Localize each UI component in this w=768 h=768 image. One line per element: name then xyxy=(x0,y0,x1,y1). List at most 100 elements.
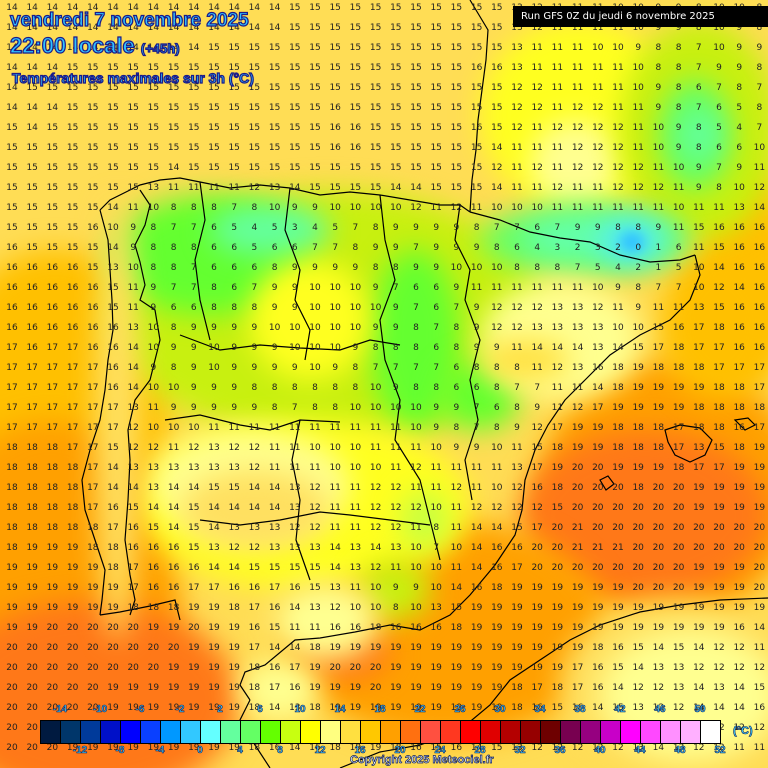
grid-value: 11 xyxy=(531,43,543,53)
grid-value: 16 xyxy=(450,743,463,753)
grid-value: 14 xyxy=(167,43,180,53)
grid-value: 16 xyxy=(87,323,99,333)
grid-value: 11 xyxy=(228,183,240,193)
grid-value: 12 xyxy=(632,683,644,693)
legend-label: 26 xyxy=(454,704,466,716)
grid-value: 13 xyxy=(390,543,402,553)
legend-swatch xyxy=(41,721,61,743)
legend-swatch xyxy=(441,721,461,743)
grid-value: 17 xyxy=(248,603,261,613)
legend-swatch xyxy=(541,721,561,743)
grid-value: 15 xyxy=(46,163,59,173)
grid-value: 18 xyxy=(46,443,59,453)
grid-value: 9 xyxy=(594,223,601,233)
grid-value: 13 xyxy=(693,443,705,453)
grid-value: 15 xyxy=(208,123,220,133)
grid-value: 7 xyxy=(695,63,702,73)
grid-value: 9 xyxy=(291,363,298,373)
grid-value: 12 xyxy=(632,183,644,193)
grid-value: 15 xyxy=(248,163,261,173)
grid-value: 11 xyxy=(632,203,644,213)
grid-value: 19 xyxy=(410,663,422,673)
grid-value: 15 xyxy=(713,303,725,313)
grid-value: 7 xyxy=(170,223,177,233)
grid-value: 10 xyxy=(208,363,220,373)
grid-value: 20 xyxy=(551,543,564,553)
grid-value: 20 xyxy=(612,563,624,573)
grid-value: 8 xyxy=(271,263,278,273)
grid-value: 6 xyxy=(473,383,480,393)
grid-value: 8 xyxy=(413,343,419,353)
legend-label: 12 xyxy=(314,745,326,757)
grid-value: 3 xyxy=(594,243,601,253)
grid-value: 10 xyxy=(652,123,665,133)
grid-value: 15 xyxy=(127,123,139,133)
grid-value: 19 xyxy=(66,743,79,753)
grid-value: 9 xyxy=(433,263,440,273)
grid-value: 14 xyxy=(329,563,341,573)
grid-value: 11 xyxy=(430,483,442,493)
grid-value: 8 xyxy=(392,343,399,353)
grid-value: 12 xyxy=(592,143,604,153)
grid-value: 16 xyxy=(491,543,503,553)
grid-value: 10 xyxy=(329,343,341,353)
grid-value: 16 xyxy=(87,283,99,293)
grid-value: 15 xyxy=(46,143,59,153)
grid-value: 8 xyxy=(231,303,238,313)
grid-value: 7 xyxy=(231,203,238,213)
grid-value: 13 xyxy=(571,303,584,313)
grid-value: 13 xyxy=(208,463,220,473)
grid-value: 15 xyxy=(289,103,301,113)
grid-value: 16 xyxy=(592,683,604,693)
grid-value: 11 xyxy=(592,23,604,33)
grid-value: 18 xyxy=(612,423,624,433)
grid-value: 16 xyxy=(107,503,119,513)
grid-value: 19 xyxy=(188,683,200,693)
grid-value: 8 xyxy=(453,323,460,333)
grid-value: 20 xyxy=(672,483,685,493)
grid-value: 7 xyxy=(413,363,419,373)
grid-value: 17 xyxy=(87,403,99,413)
grid-value: 19 xyxy=(511,643,523,653)
grid-value: 17 xyxy=(6,363,18,373)
grid-value: 11 xyxy=(753,643,766,653)
grid-value: 14 xyxy=(551,343,564,353)
grid-value: 5 xyxy=(332,223,339,233)
grid-value: 11 xyxy=(450,563,463,573)
grid-value: 19 xyxy=(26,563,38,573)
grid-value: 10 xyxy=(672,163,685,173)
grid-value: 15 xyxy=(127,83,139,93)
grid-value: 15 xyxy=(107,443,119,453)
grid-value: 15 xyxy=(329,183,341,193)
grid-value: 15 xyxy=(329,23,341,33)
grid-value: 14 xyxy=(26,23,38,33)
grid-value: 19 xyxy=(329,683,341,693)
grid-value: 16 xyxy=(46,303,59,313)
grid-value: 11 xyxy=(208,183,220,193)
grid-value: 16 xyxy=(107,343,119,353)
legend-label: -8 xyxy=(115,745,125,757)
grid-value: 20 xyxy=(46,703,59,713)
grid-value: 14 xyxy=(592,383,604,393)
grid-value: 11 xyxy=(470,203,483,213)
grid-value: 10 xyxy=(309,363,321,373)
grid-value: 9 xyxy=(392,303,399,313)
grid-value: 20 xyxy=(6,723,18,733)
grid-value: 19 xyxy=(147,623,160,633)
legend-label: 42 xyxy=(614,704,626,716)
grid-value: 19 xyxy=(107,683,119,693)
grid-value: 19 xyxy=(188,703,200,713)
grid-value: 15 xyxy=(491,23,503,33)
grid-value: 12 xyxy=(248,543,261,553)
grid-value: 20 xyxy=(672,583,685,593)
grid-value: 20 xyxy=(6,663,18,673)
grid-value: 18 xyxy=(248,683,261,693)
grid-value: 16 xyxy=(571,703,584,713)
grid-value: 14 xyxy=(733,703,745,713)
grid-value: 19 xyxy=(329,643,341,653)
grid-value: 9 xyxy=(352,263,359,273)
grid-value: 16 xyxy=(26,343,38,353)
grid-value: 19 xyxy=(652,603,665,613)
grid-value: 18 xyxy=(672,343,685,353)
grid-value: 9 xyxy=(231,383,238,393)
